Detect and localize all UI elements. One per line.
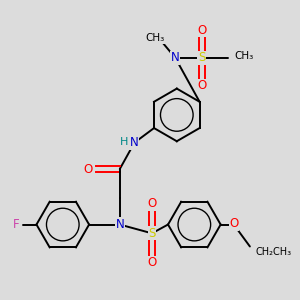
Text: CH₂CH₃: CH₂CH₃	[255, 247, 291, 257]
Text: N: N	[116, 218, 124, 231]
Text: S: S	[198, 51, 205, 64]
Text: O: O	[197, 24, 206, 37]
Text: O: O	[147, 256, 157, 269]
Text: F: F	[13, 218, 20, 231]
Text: CH₃: CH₃	[234, 51, 254, 61]
Text: O: O	[84, 163, 93, 176]
Text: H: H	[120, 137, 128, 147]
Text: O: O	[147, 197, 157, 210]
Text: N: N	[130, 136, 139, 149]
Text: O: O	[229, 218, 239, 230]
Text: O: O	[197, 79, 206, 92]
Text: N: N	[171, 51, 180, 64]
Text: S: S	[148, 227, 156, 240]
Text: CH₃: CH₃	[146, 33, 165, 43]
